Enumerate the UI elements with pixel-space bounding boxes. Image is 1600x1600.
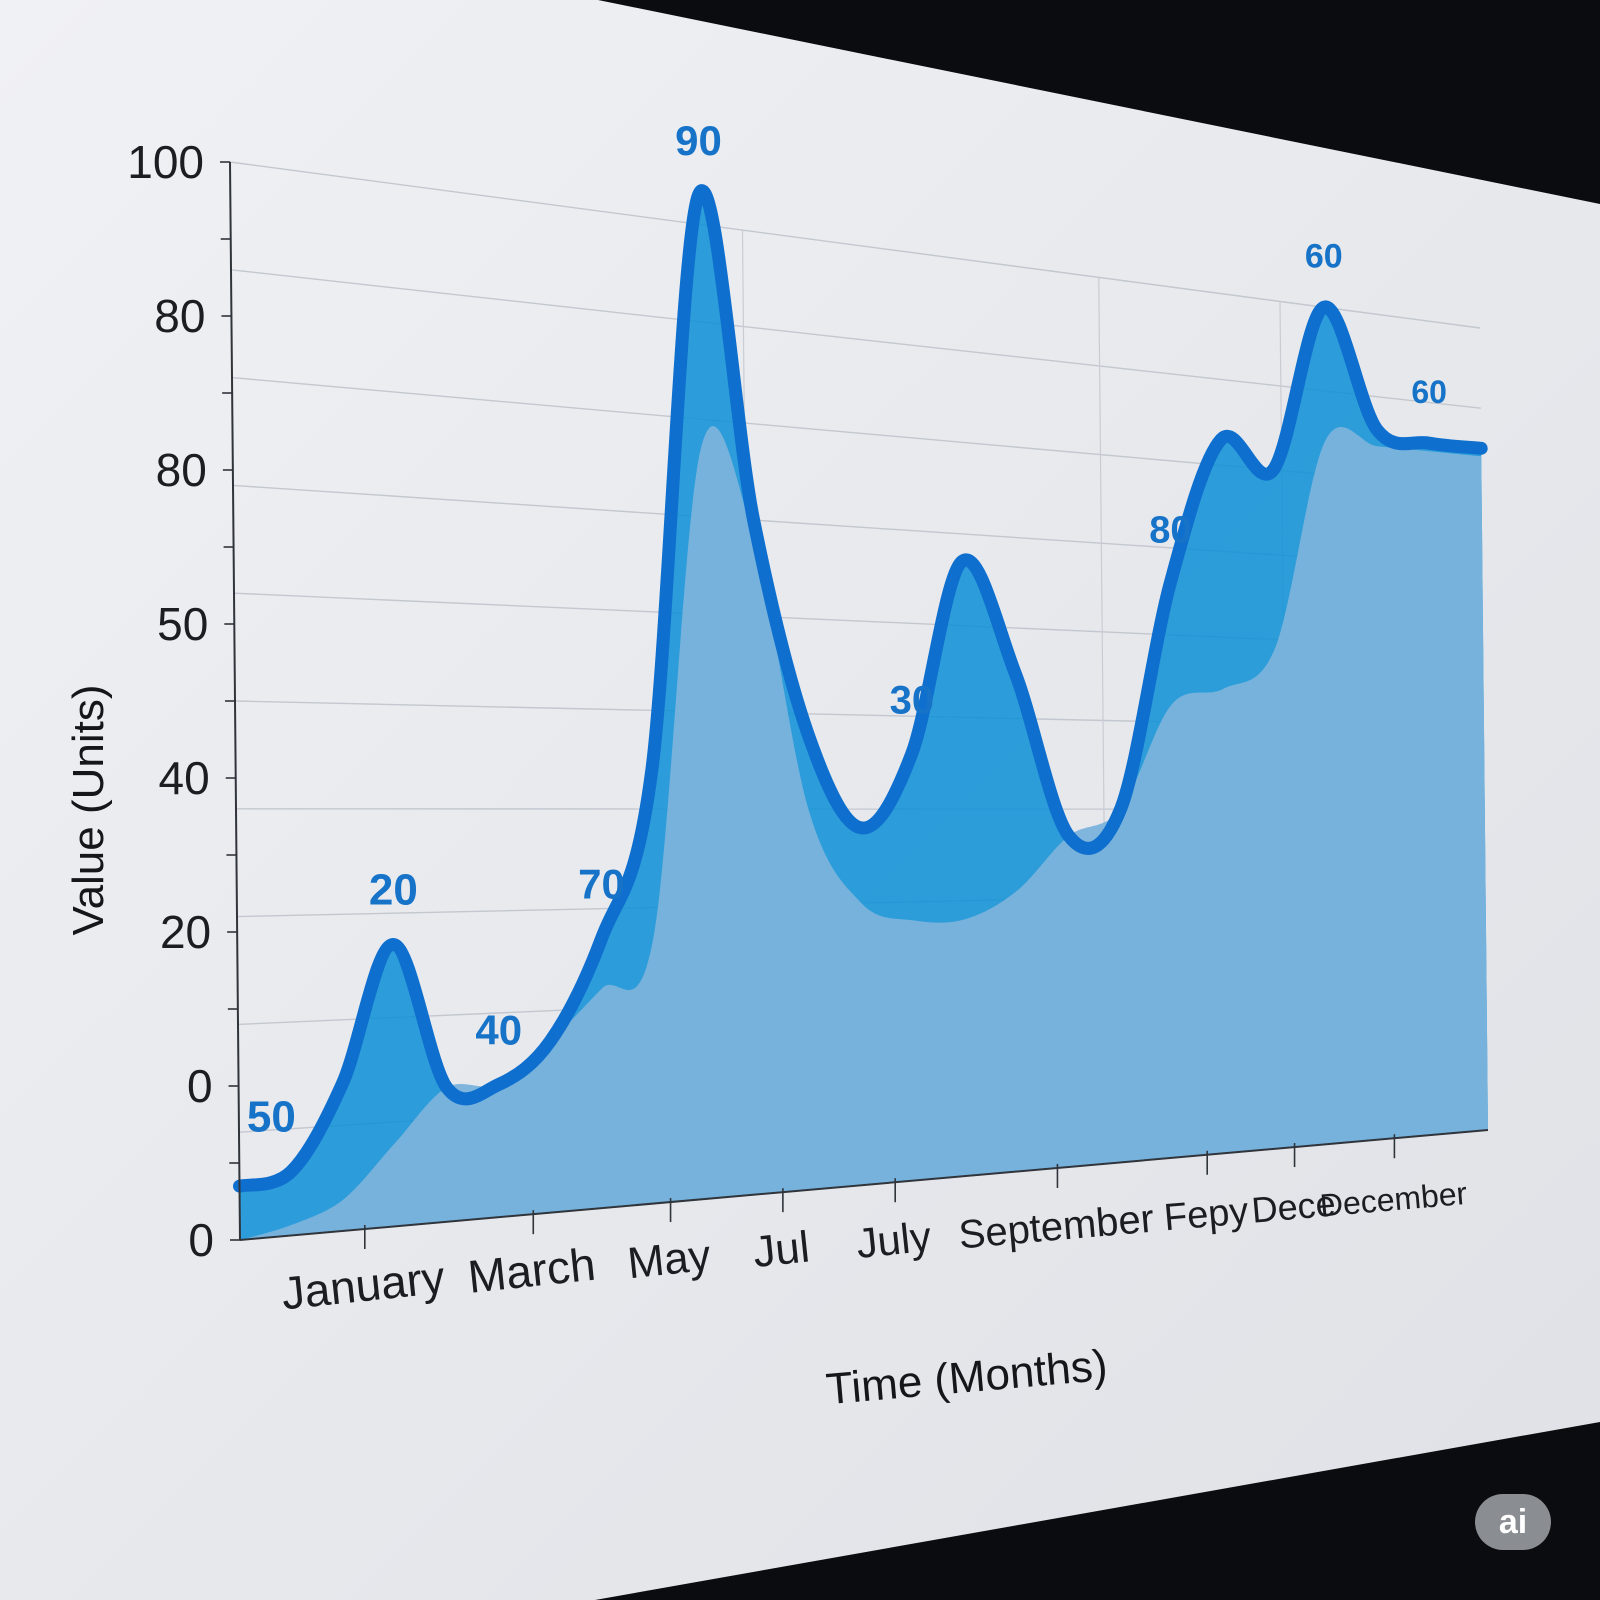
x-tick-label: July — [854, 1213, 933, 1268]
ai-badge: ai — [1475, 1494, 1551, 1550]
y-tick-label: 0 — [187, 1060, 213, 1112]
lower-area-fill — [240, 426, 1488, 1240]
grid-line-horizontal — [230, 269, 1481, 409]
data-label: 70 — [578, 861, 625, 908]
data-label: 60 — [1305, 237, 1343, 275]
y-tick-label: 80 — [154, 290, 205, 342]
ai-badge-text: ai — [1498, 1502, 1528, 1541]
data-label: 40 — [475, 1006, 522, 1053]
y-tick-label: 100 — [127, 136, 204, 188]
y-tick-label: 40 — [159, 752, 210, 804]
data-label: 20 — [369, 866, 418, 915]
x-tick-label: May — [625, 1231, 713, 1288]
data-label: 80 — [1149, 510, 1191, 552]
y-tick-label: 20 — [160, 906, 211, 958]
data-label: 50 — [247, 1092, 296, 1141]
axis-layer — [220, 161, 1489, 1249]
data-label: 60 — [1411, 374, 1447, 410]
series-line — [233, 184, 1488, 1193]
area-layer — [233, 184, 1488, 1240]
y-tick-label: 50 — [157, 598, 208, 650]
y-tick-label: 80 — [156, 444, 207, 496]
y-tick-label: 0 — [188, 1214, 214, 1266]
x-tick-label: Fepy — [1162, 1190, 1250, 1239]
y-axis-title: Value (Units) — [64, 684, 113, 935]
x-axis-line — [239, 1129, 1489, 1241]
x-tick-label: Jul — [751, 1222, 812, 1277]
x-tick-label: Dece — [1250, 1183, 1337, 1231]
grid-line-horizontal — [229, 161, 1481, 329]
data-label: 90 — [675, 117, 722, 164]
data-label: 30 — [890, 678, 935, 722]
